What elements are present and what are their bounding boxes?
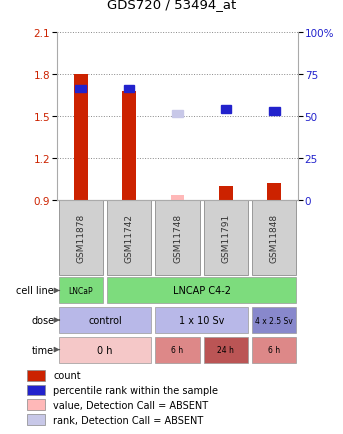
Bar xyxy=(155,337,200,363)
Bar xyxy=(252,307,296,333)
Text: 24 h: 24 h xyxy=(217,345,234,354)
Bar xyxy=(155,307,248,333)
Text: rank, Detection Call = ABSENT: rank, Detection Call = ABSENT xyxy=(53,415,203,425)
Text: count: count xyxy=(53,370,81,380)
Text: GSM11748: GSM11748 xyxy=(173,214,182,263)
Text: 0 h: 0 h xyxy=(97,345,113,355)
Text: LNCAP C4-2: LNCAP C4-2 xyxy=(173,286,231,296)
Text: 6 h: 6 h xyxy=(172,345,184,354)
Bar xyxy=(27,414,45,425)
Bar xyxy=(107,278,296,304)
Text: GSM11742: GSM11742 xyxy=(125,214,134,263)
Bar xyxy=(74,75,87,200)
Text: GSM11878: GSM11878 xyxy=(76,214,85,263)
Bar xyxy=(172,110,183,118)
Text: 6 h: 6 h xyxy=(268,345,280,354)
Bar xyxy=(252,201,296,275)
Bar xyxy=(59,278,103,304)
Bar xyxy=(59,337,151,363)
Bar xyxy=(221,106,231,114)
Text: GSM11791: GSM11791 xyxy=(221,214,230,263)
Bar xyxy=(122,92,136,200)
Bar xyxy=(219,186,233,200)
Bar xyxy=(204,337,248,363)
Bar xyxy=(27,370,45,381)
Text: GDS720 / 53494_at: GDS720 / 53494_at xyxy=(107,0,236,11)
Text: cell line: cell line xyxy=(16,286,54,296)
Bar xyxy=(75,85,86,93)
Text: LNCaP: LNCaP xyxy=(69,286,93,295)
Bar xyxy=(107,201,151,275)
Bar xyxy=(252,337,296,363)
Bar xyxy=(204,201,248,275)
Bar xyxy=(59,307,151,333)
Text: time: time xyxy=(32,345,54,355)
Bar xyxy=(59,201,103,275)
Text: control: control xyxy=(88,316,122,325)
Bar xyxy=(268,183,281,200)
Bar xyxy=(27,385,45,395)
Bar xyxy=(155,201,200,275)
Text: GSM11848: GSM11848 xyxy=(270,214,279,263)
Bar xyxy=(124,85,134,93)
Bar xyxy=(171,196,184,200)
Text: value, Detection Call = ABSENT: value, Detection Call = ABSENT xyxy=(53,400,208,410)
Bar xyxy=(269,108,280,115)
Bar xyxy=(27,400,45,410)
Text: percentile rank within the sample: percentile rank within the sample xyxy=(53,385,218,395)
Text: 1 x 10 Sv: 1 x 10 Sv xyxy=(179,316,224,325)
Text: 4 x 2.5 Sv: 4 x 2.5 Sv xyxy=(255,316,293,325)
Text: dose: dose xyxy=(31,316,54,325)
